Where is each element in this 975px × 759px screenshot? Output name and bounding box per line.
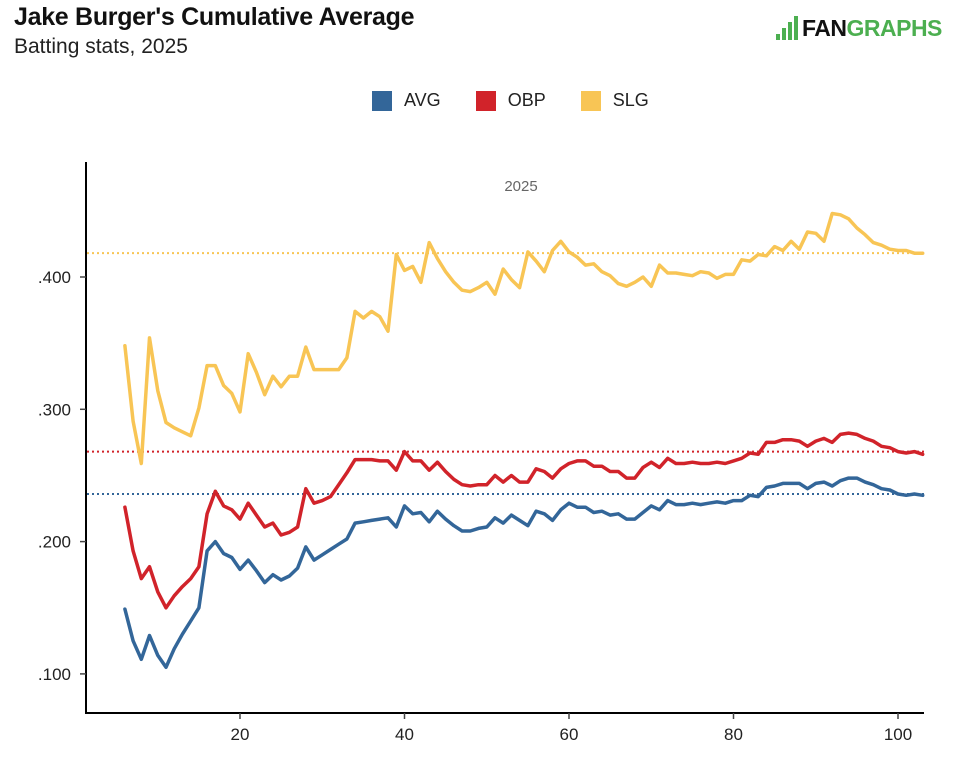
chart-subtitle: Batting stats, 2025	[14, 35, 188, 58]
legend-label-avg: AVG	[404, 90, 441, 110]
y-tick-label: .400	[38, 268, 71, 287]
x-tick-label: 60	[560, 725, 579, 744]
logo-bars-icon	[776, 16, 800, 40]
logo-text-fan: FAN	[802, 14, 847, 41]
legend-swatch-slg	[580, 90, 601, 111]
legend-swatch-avg	[372, 90, 392, 111]
logo-text-graphs: GRAPHS	[846, 14, 943, 41]
x-tick-label: 40	[395, 725, 414, 744]
series-line-avg	[123, 476, 925, 670]
x-tick-label: 100	[884, 725, 912, 744]
chart-legend: AVG OBP SLG	[372, 90, 684, 111]
legend-item-avg[interactable]: AVG	[372, 90, 441, 111]
series-line-slg	[123, 211, 925, 466]
legend-label-obp: OBP	[507, 90, 546, 110]
y-tick-label: .100	[38, 665, 71, 684]
chart-title: Jake Burger's Cumulative Average	[14, 3, 415, 31]
fangraphs-logo: FAN GRAPHS	[776, 14, 942, 42]
legend-label-slg: SLG	[612, 90, 649, 110]
y-tick-label: .300	[38, 400, 71, 419]
y-tick-label: .200	[38, 533, 71, 552]
series-line-obp	[123, 431, 925, 610]
x-tick-label: 20	[231, 725, 250, 744]
legend-item-slg[interactable]: SLG	[580, 90, 649, 111]
season-annotation: 2025	[504, 178, 537, 195]
legend-item-obp[interactable]: OBP	[475, 90, 546, 111]
legend-swatch-obp	[475, 90, 496, 111]
x-tick-label: 80	[724, 725, 743, 744]
